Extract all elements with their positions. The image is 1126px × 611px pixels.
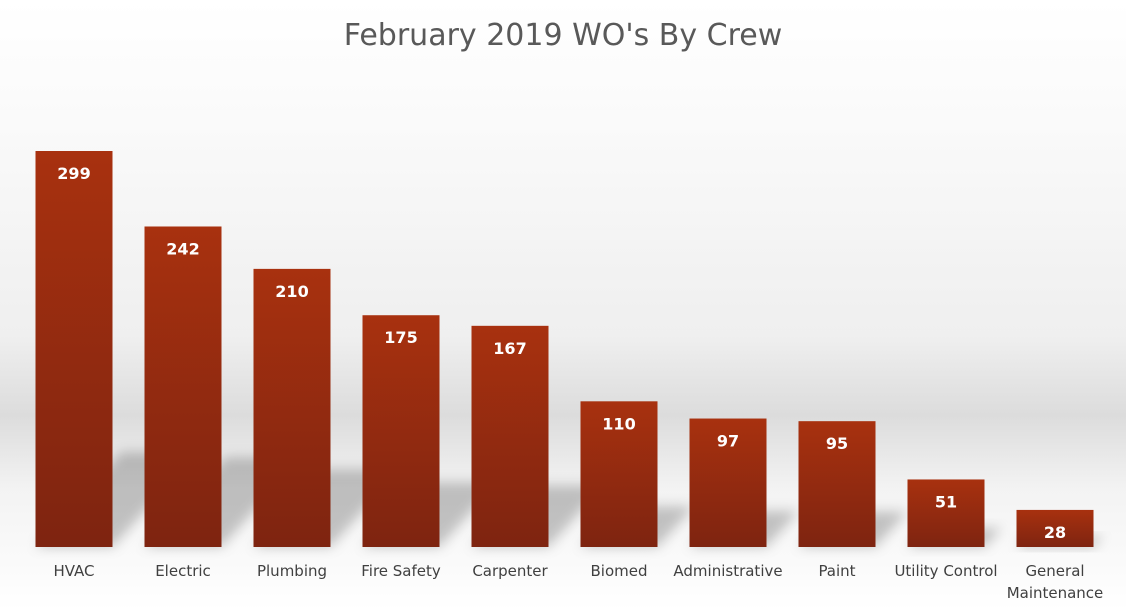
bar-plumbing [253,268,331,547]
bars [35,151,1094,547]
bar-biomed [580,401,658,547]
category-labels: HVAC Electric Plumbing Fire Safety Carpenter… [53,562,1103,602]
category-label-plumbing: Plumbing [257,562,327,580]
category-label-paint: Paint [818,562,855,580]
category-label-administrative: Administrative [673,562,782,580]
category-label-biomed: Biomed [591,562,648,580]
value-label-administrative: 97 [717,432,739,451]
value-label-plumbing: 210 [275,282,308,301]
bar-fire-safety [362,315,440,547]
bar-electric [144,226,222,547]
category-label-electric: Electric [155,562,211,580]
value-label-carpenter: 167 [493,339,526,358]
category-label-utility-control: Utility Control [894,562,997,580]
category-label-general-maintenance: General Maintenance [1007,562,1104,602]
value-label-utility-control: 51 [935,492,957,511]
value-label-hvac: 299 [57,164,90,183]
category-label-fire-safety: Fire Safety [361,562,441,580]
bar-carpenter [471,325,549,547]
value-label-biomed: 110 [602,414,635,433]
chart-title: February 2019 WO's By Crew [343,18,783,53]
bar-general-maintenance [1016,509,1094,547]
bar-hvac [35,151,113,547]
category-label-hvac: HVAC [53,562,94,580]
value-label-electric: 242 [166,239,199,258]
bar-utility-control [907,479,985,547]
value-labels: 299 242 210 175 167 110 97 95 51 28 [57,164,1066,542]
category-label-carpenter: Carpenter [472,562,548,580]
value-label-fire-safety: 175 [384,328,417,347]
bar-administrative [689,418,767,547]
value-label-general-maintenance: 28 [1044,523,1066,542]
bar-paint [798,421,876,547]
value-label-paint: 95 [826,434,848,453]
